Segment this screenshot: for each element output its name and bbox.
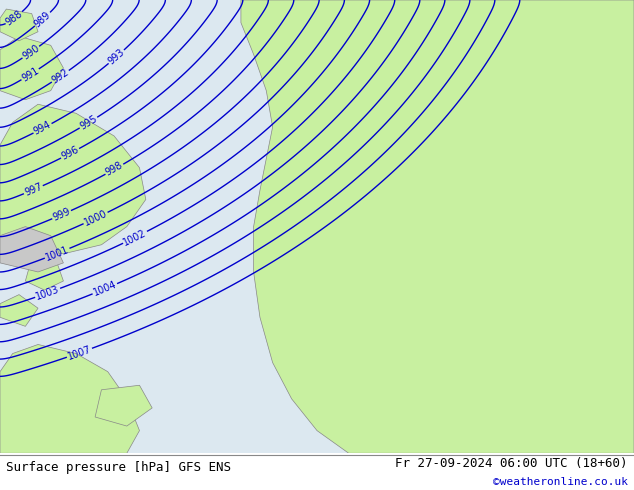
Text: 1007: 1007 <box>66 344 93 362</box>
Text: 989: 989 <box>32 9 53 29</box>
Text: Fr 27-09-2024 06:00 UTC (18+60): Fr 27-09-2024 06:00 UTC (18+60) <box>395 457 628 470</box>
Polygon shape <box>0 294 38 326</box>
Text: Surface pressure [hPa] GFS ENS: Surface pressure [hPa] GFS ENS <box>6 461 231 474</box>
Text: 992: 992 <box>50 67 71 86</box>
Text: 988: 988 <box>4 9 25 27</box>
Text: 999: 999 <box>51 206 72 223</box>
Text: 1002: 1002 <box>122 227 148 247</box>
Text: 1003: 1003 <box>34 284 61 302</box>
Polygon shape <box>0 9 38 41</box>
Text: 990: 990 <box>20 43 41 62</box>
Text: 995: 995 <box>78 114 99 132</box>
Text: 1000: 1000 <box>82 208 109 228</box>
Text: ©weatheronline.co.uk: ©weatheronline.co.uk <box>493 477 628 487</box>
Text: 994: 994 <box>32 120 53 137</box>
Text: 991: 991 <box>20 65 41 83</box>
Text: 993: 993 <box>106 47 127 67</box>
Polygon shape <box>95 385 152 426</box>
Text: 996: 996 <box>60 145 81 162</box>
Text: 1001: 1001 <box>44 244 70 263</box>
Text: 997: 997 <box>23 181 44 198</box>
Polygon shape <box>25 258 63 290</box>
Text: 1004: 1004 <box>92 279 118 298</box>
Polygon shape <box>0 226 63 272</box>
Polygon shape <box>0 344 139 453</box>
Polygon shape <box>0 104 146 254</box>
Polygon shape <box>0 36 63 99</box>
Text: 998: 998 <box>104 160 125 178</box>
Polygon shape <box>241 0 634 453</box>
